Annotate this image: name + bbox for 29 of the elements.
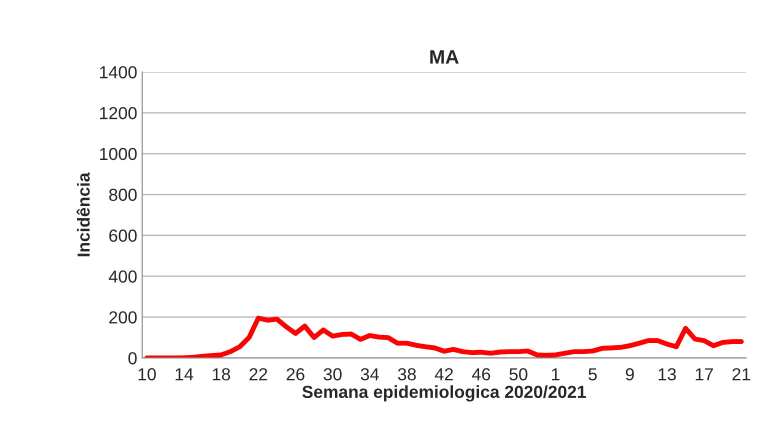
x-tick-label: 10	[138, 368, 156, 380]
y-tick-label: 800	[109, 188, 137, 201]
x-tick-label: 34	[360, 368, 379, 380]
line-series	[144, 316, 744, 358]
x-tick-label: 38	[398, 368, 416, 380]
x-tick-label: 9	[626, 368, 634, 380]
x-tick-label: 5	[588, 368, 597, 380]
x-tick-label: 14	[176, 368, 194, 380]
y-tick-label: 1200	[100, 106, 137, 120]
x-tick-label: 50	[509, 368, 528, 380]
y-tick-label: 200	[109, 311, 137, 324]
y-tick-label: 600	[109, 230, 137, 242]
x-tick-label: 42	[434, 368, 453, 380]
x-tick-label: 13	[658, 368, 676, 380]
x-tick-label: 46	[472, 368, 490, 380]
y-tick-label: 1000	[100, 148, 137, 160]
y-tick-label: 1400	[100, 66, 137, 78]
x-tick-label: 26	[286, 368, 304, 380]
y-axis-title: Incidência	[76, 172, 90, 256]
x-tick-label: 21	[732, 368, 750, 380]
chart-title: MA	[430, 50, 459, 64]
x-tick-label: 17	[696, 368, 713, 380]
x-tick-label: 1	[552, 368, 560, 380]
y-tick-label: 0	[128, 352, 137, 364]
x-tick-label: 30	[324, 368, 342, 380]
y-tick-label: 400	[108, 270, 137, 283]
x-tick-label: 18	[212, 368, 230, 380]
x-axis-title: Semana epidemiologica 2020/2021	[302, 385, 586, 402]
x-tick-label: 22	[250, 368, 268, 380]
